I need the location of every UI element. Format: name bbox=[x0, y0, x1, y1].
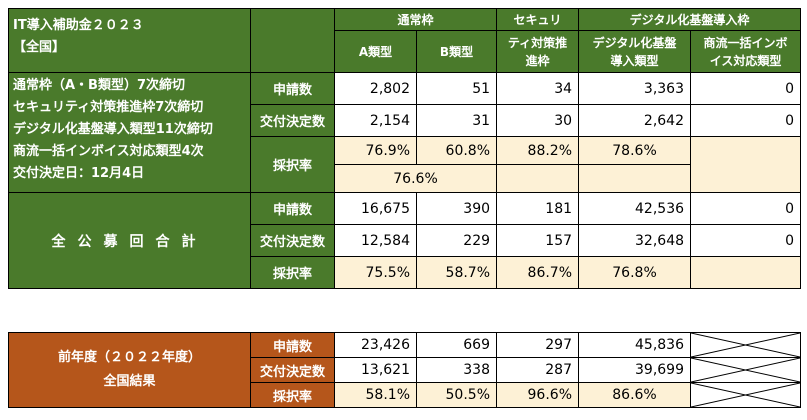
cell-rate: 58.1% bbox=[334, 382, 417, 408]
title-line-2: 【全国】 bbox=[13, 40, 66, 55]
cell-value: 2,642 bbox=[578, 104, 692, 137]
cell-value: 0 bbox=[690, 72, 802, 105]
header-security-line-2: ティ対策推 bbox=[507, 35, 568, 50]
section3-label-line-2: 全国結果 bbox=[103, 374, 156, 389]
header-type-b: B類型 bbox=[415, 30, 498, 73]
header-invoice-type-line-2: イス対応類型 bbox=[709, 53, 782, 68]
cell-value: 390 bbox=[415, 192, 498, 225]
header-digital-frame: デジタル化基盤導入枠 bbox=[578, 8, 802, 31]
section3-label: 前年度（２０２２年度） 全国結果 bbox=[8, 332, 251, 408]
header-invoice-type: 商流一括インボ イス対応類型 bbox=[690, 30, 802, 73]
cell-rate: 88.2% bbox=[496, 136, 580, 165]
cell-value: 34 bbox=[496, 72, 580, 105]
cell-rate: 86.6% bbox=[578, 382, 691, 408]
cell-rate: 60.8% bbox=[415, 136, 498, 165]
section1-desc-line: 交付決定日：12月4日 bbox=[13, 166, 145, 181]
row-label-rate: 採択率 bbox=[250, 256, 335, 289]
header-normal-frame: 通常枠 bbox=[333, 8, 498, 31]
cell-value: 0 bbox=[690, 224, 802, 257]
cell-value: 669 bbox=[416, 332, 497, 358]
cell-value: 2,154 bbox=[334, 104, 417, 137]
header-type-a: A類型 bbox=[334, 30, 417, 73]
cell-value: 32,648 bbox=[578, 224, 692, 257]
row-label-applications: 申請数 bbox=[250, 192, 335, 225]
cell-rate: 76.9% bbox=[334, 136, 417, 165]
header-invoice-type-line-1: 商流一括インボ bbox=[703, 35, 788, 50]
section3-label-line-1: 前年度（２０２２年度） bbox=[57, 350, 201, 365]
cell-value: 338 bbox=[416, 357, 497, 383]
header-digital-type: デジタル化基盤 導入類型 bbox=[578, 30, 692, 73]
cell-value: 2,802 bbox=[334, 72, 417, 105]
cross-mark-icon bbox=[691, 333, 800, 357]
cell-value: 297 bbox=[496, 332, 579, 358]
cell-empty bbox=[496, 164, 580, 193]
cell-value: 51 bbox=[415, 72, 498, 105]
section2-label: 全公募回合計 bbox=[8, 192, 251, 289]
cell-rate: 75.5% bbox=[334, 256, 417, 289]
crossed-out-cell bbox=[690, 382, 801, 408]
cell-value: 31 bbox=[415, 104, 498, 137]
row-label-rate: 採択率 bbox=[250, 136, 335, 193]
cell-value: 0 bbox=[690, 192, 802, 225]
cell-value: 30 bbox=[496, 104, 580, 137]
combined-rate: 76.6% bbox=[333, 164, 498, 193]
cell-rate: 76.8% bbox=[578, 256, 692, 289]
title-line-1: IT導入補助金２０２３ bbox=[13, 18, 144, 33]
crossed-out-cell bbox=[690, 332, 801, 358]
section1-desc-line: セキュリティ対策推進枠7次締切 bbox=[13, 100, 204, 115]
cell-value: 42,536 bbox=[578, 192, 692, 225]
row-label-decisions: 交付決定数 bbox=[250, 224, 335, 257]
cell-rate: 96.6% bbox=[496, 382, 579, 408]
header-digital-type-line-2: 導入類型 bbox=[610, 53, 659, 68]
cell-value: 229 bbox=[415, 224, 498, 257]
row-label-applications: 申請数 bbox=[250, 332, 335, 358]
cell-value: 23,426 bbox=[334, 332, 417, 358]
section1-desc-line: 通常枠（A・B類型）7次締切 bbox=[13, 78, 186, 93]
cross-mark-icon bbox=[691, 358, 800, 382]
header-blank bbox=[250, 8, 335, 73]
cell-rate: 86.7% bbox=[496, 256, 580, 289]
cell-value: 16,675 bbox=[334, 192, 417, 225]
cell-value: 39,699 bbox=[578, 357, 691, 383]
subsidy-results-table: IT導入補助金２０２３ 【全国】 通常枠 セキュリ デジタル化基盤導入枠 A類型… bbox=[8, 8, 802, 289]
cell-empty bbox=[578, 164, 692, 193]
header-security-frame-top: セキュリ bbox=[496, 8, 580, 31]
cell-value: 181 bbox=[496, 192, 580, 225]
cross-mark-icon bbox=[691, 383, 800, 407]
cell-value: 45,836 bbox=[578, 332, 691, 358]
row-label-applications: 申請数 bbox=[250, 72, 335, 105]
cell-empty bbox=[690, 136, 802, 193]
header-digital-type-line-1: デジタル化基盤 bbox=[592, 35, 677, 50]
header-security-line-3: 進枠 bbox=[525, 53, 550, 68]
cell-rate: 58.7% bbox=[415, 256, 498, 289]
previous-year-table: 前年度（２０２２年度） 全国結果 申請数 23,426 669 297 45,8… bbox=[8, 332, 801, 408]
section1-desc-line: デジタル化基盤導入類型11次締切 bbox=[13, 122, 213, 137]
section1-desc-line: 商流一括インボイス対応類型4次 bbox=[13, 144, 204, 159]
cell-value: 13,621 bbox=[334, 357, 417, 383]
row-label-rate: 採択率 bbox=[250, 382, 335, 408]
cell-value: 287 bbox=[496, 357, 579, 383]
section1-description: 通常枠（A・B類型）7次締切 セキュリティ対策推進枠7次締切 デジタル化基盤導入… bbox=[8, 72, 251, 193]
table-title: IT導入補助金２０２３ 【全国】 bbox=[8, 8, 251, 73]
cell-value: 3,363 bbox=[578, 72, 692, 105]
row-label-decisions: 交付決定数 bbox=[250, 357, 335, 383]
cell-value: 0 bbox=[690, 104, 802, 137]
crossed-out-cell bbox=[690, 357, 801, 383]
cell-value: 12,584 bbox=[334, 224, 417, 257]
cell-rate: 78.6% bbox=[578, 136, 692, 165]
header-security-frame: ティ対策推 進枠 bbox=[496, 30, 580, 73]
cell-rate: 50.5% bbox=[416, 382, 497, 408]
row-label-decisions: 交付決定数 bbox=[250, 104, 335, 137]
cell-empty bbox=[690, 256, 802, 289]
cell-value: 157 bbox=[496, 224, 580, 257]
